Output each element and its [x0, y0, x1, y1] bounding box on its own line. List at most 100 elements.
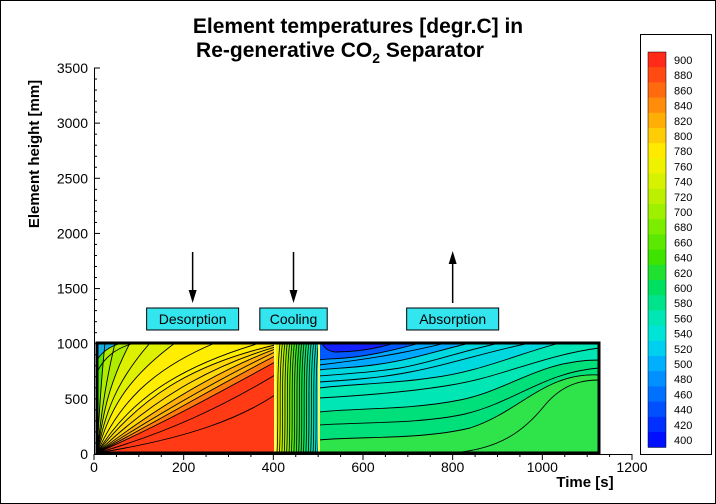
colorbar-level-label: 700: [674, 207, 692, 219]
cooling-region: [275, 343, 319, 453]
x-tick-label: 200: [172, 459, 196, 475]
cooling-contour-line: [298, 343, 302, 453]
cooling-contour-line: [307, 343, 312, 453]
y-tick-label: 500: [65, 391, 89, 407]
colorbar-legend: 900 880 860 840 820 800 780 760 740 720 700 680 660 6…: [647, 51, 692, 448]
colorbar-level-label: 820: [674, 116, 692, 128]
colorbar-swatch: [648, 97, 666, 114]
colorbar-swatch: [648, 280, 666, 296]
colorbar-level-label: 860: [674, 85, 692, 97]
y-axis-label: Element height [mm]: [26, 80, 43, 228]
colorbar-level-label: 620: [674, 268, 692, 280]
colorbar-swatch: [648, 143, 666, 159]
colorbar-level-label: 660: [674, 237, 692, 249]
colorbar-swatch: [648, 432, 666, 448]
y-tick-label: 0: [80, 446, 88, 462]
domain-outline: [95, 341, 601, 455]
colorbar-swatch: [648, 82, 666, 99]
colorbar-level-label: 780: [674, 146, 692, 158]
colorbar-swatch: [648, 325, 666, 342]
colorbar-level-label: 740: [674, 177, 692, 189]
colorbar-swatch: [648, 295, 666, 311]
cooling-contour-line: [288, 343, 293, 453]
cooling-contour-line: [305, 343, 310, 453]
colorbar-level-label: 800: [674, 131, 692, 143]
colorbar-level-label: 600: [674, 283, 692, 295]
colorbar-swatch: [648, 67, 666, 83]
x-tick-label: 800: [441, 459, 465, 475]
contour-field: [95, 341, 601, 455]
y-tick-label: 3000: [57, 115, 88, 131]
colorbar-swatch: [648, 112, 666, 129]
cooling-contour-line: [279, 343, 283, 453]
colorbar-level-label: 580: [674, 298, 692, 310]
colorbar-swatch: [648, 340, 666, 357]
colorbar-level-label: 480: [674, 374, 692, 386]
absorption-region: [319, 343, 599, 453]
cooling-contour-line: [281, 343, 286, 453]
y-tick-label: 3500: [57, 60, 88, 76]
phase-label-box: [406, 307, 500, 331]
colorbar-level-label: 900: [674, 55, 692, 67]
phase-arrow-down-icon: [188, 290, 197, 303]
colorbar-outline: [647, 51, 667, 448]
colorbar-swatch: [648, 401, 666, 418]
colorbar-swatch: [648, 52, 666, 68]
y-axis-ticks: 0 500 1000 1500 2000 2500 3000 3500: [57, 60, 100, 462]
phase-label-box: [259, 307, 328, 331]
colorbar-swatch: [648, 264, 666, 281]
colorbar-swatch: [648, 219, 666, 235]
colorbar-level-label: 540: [674, 329, 692, 341]
phase-label: Cooling: [270, 311, 317, 327]
y-tick-label: 1500: [57, 281, 88, 297]
colorbar-level-label: 420: [674, 420, 692, 432]
cooling-contour-line: [310, 343, 314, 453]
colorbar-swatch: [648, 234, 666, 251]
x-tick-label: 0: [90, 459, 98, 475]
x-tick-label: 600: [351, 459, 375, 475]
colorbar-level-label: 840: [674, 101, 692, 113]
colorbar-level-label: 460: [674, 389, 692, 401]
colorbar-level-label: 560: [674, 313, 692, 325]
phase-annotations: Desorption Cooling Absorption: [146, 251, 500, 331]
y-tick-label: 1000: [57, 336, 88, 352]
cooling-contour-line: [291, 343, 295, 453]
colorbar-swatch: [648, 204, 666, 220]
phase-arrow-up-icon: [448, 251, 457, 264]
colorbar-level-label: 760: [674, 161, 692, 173]
phase-label-box: [146, 307, 240, 331]
chart-title-line2: Re-generative CO2 Separator: [196, 39, 484, 66]
x-tick-label: 400: [262, 459, 286, 475]
colorbar-swatch: [648, 356, 666, 372]
colorbar-swatch: [648, 188, 666, 205]
y-tick-label: 2500: [57, 170, 88, 186]
colorbar-level-label: 500: [674, 359, 692, 371]
colorbar-swatch: [648, 249, 666, 266]
phase-label: Absorption: [419, 311, 486, 327]
chart-title-line1: Element temperatures [degr.C] in: [193, 15, 523, 38]
x-tick-label: 1000: [527, 459, 558, 475]
colorbar-swatch: [648, 158, 666, 175]
phase-label: Desorption: [159, 311, 227, 327]
colorbar-swatch: [648, 173, 666, 190]
cooling-contour-line: [312, 343, 317, 453]
colorbar-level-label: 440: [674, 405, 692, 417]
colorbar-level-label: 880: [674, 70, 692, 82]
x-axis-ticks: 0 200 400 600 800 1000 1200: [90, 454, 648, 475]
x-tick-label: 1200: [616, 459, 647, 475]
desorption-region: [97, 343, 275, 453]
colorbar-level-label: 520: [674, 344, 692, 356]
y-tick-label: 2000: [57, 225, 88, 241]
colorbar-level-label: 720: [674, 192, 692, 204]
cooling-contour-line: [303, 343, 307, 453]
cooling-contour-line: [295, 343, 300, 453]
colorbar-swatch: [648, 128, 666, 144]
x-axis-label: Time [s]: [556, 474, 613, 491]
cooling-contour-line: [286, 343, 290, 453]
phase-arrow-down-icon: [289, 290, 298, 303]
colorbar-level-label: 640: [674, 253, 692, 265]
colorbar-swatch: [648, 386, 666, 403]
colorbar-level-label: 680: [674, 222, 692, 234]
cooling-contour-line: [276, 343, 281, 453]
